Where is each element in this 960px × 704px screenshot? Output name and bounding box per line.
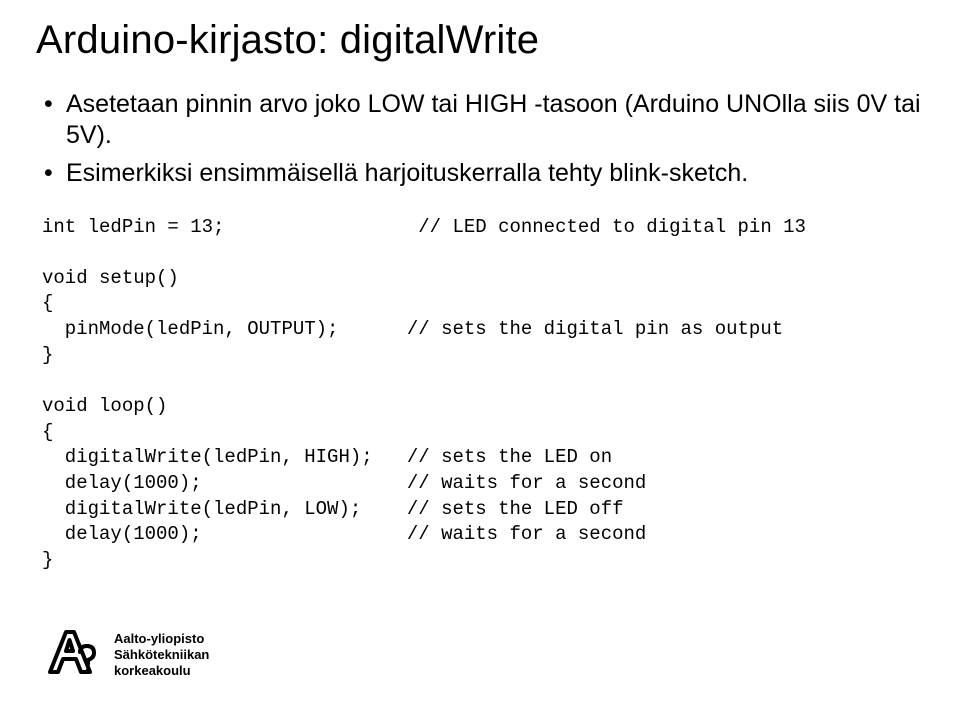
aalto-logo-icon	[40, 624, 102, 686]
slide: Arduino-kirjasto: digitalWrite Asetetaan…	[0, 0, 960, 704]
footer-logo: Aalto-yliopisto Sähkötekniikan korkeakou…	[40, 624, 209, 686]
code-block: int ledPin = 13; // LED connected to dig…	[42, 215, 924, 574]
logo-text-line: Sähkötekniikan	[114, 647, 209, 663]
logo-text-line: Aalto-yliopisto	[114, 631, 209, 647]
logo-text: Aalto-yliopisto Sähkötekniikan korkeakou…	[114, 631, 209, 680]
bullet-item: Asetetaan pinnin arvo joko LOW tai HIGH …	[44, 89, 924, 150]
logo-text-line: korkeakoulu	[114, 663, 209, 679]
page-title: Arduino-kirjasto: digitalWrite	[36, 18, 924, 63]
bullet-item: Esimerkiksi ensimmäisellä harjoituskerra…	[44, 158, 924, 189]
bullet-list: Asetetaan pinnin arvo joko LOW tai HIGH …	[36, 89, 924, 189]
